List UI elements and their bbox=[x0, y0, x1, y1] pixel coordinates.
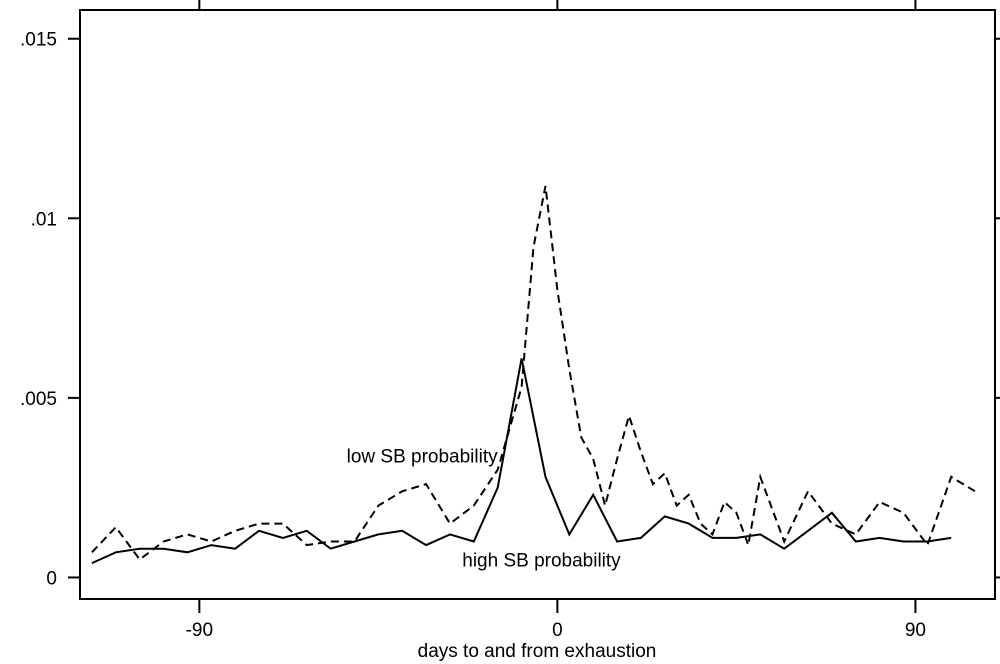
y-tick-label: .015 bbox=[20, 30, 57, 51]
annotation-high-sb: high SB probability bbox=[462, 551, 621, 572]
plot-frame bbox=[79, 9, 996, 600]
y-tick-label: .005 bbox=[20, 389, 57, 410]
series-line-solid bbox=[91, 358, 952, 565]
y-tick-label: 0 bbox=[46, 568, 57, 589]
series-line-dashed bbox=[91, 185, 976, 561]
x-tick-label: 0 bbox=[552, 620, 563, 641]
y-tick-label: .01 bbox=[31, 209, 57, 230]
axis-ticks: -90 0 90 0 .005 .01 .015 bbox=[20, 0, 1000, 641]
x-tick-label: 90 bbox=[905, 620, 926, 641]
annotation-low-sb: low SB probability bbox=[347, 447, 499, 468]
x-tick-label: -90 bbox=[186, 620, 213, 641]
x-axis-title: days to and from exhaustion bbox=[418, 641, 657, 662]
series-layer bbox=[91, 185, 976, 565]
